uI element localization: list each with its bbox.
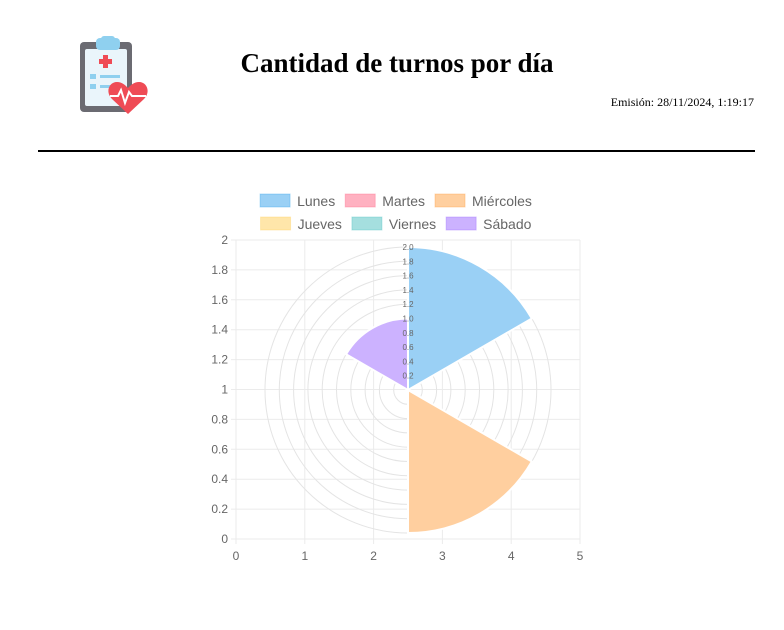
radial-tick-label: 1.6	[402, 272, 414, 281]
y-tick-label: 1.2	[211, 353, 228, 367]
chart-axes: 0 1 2 3 4 5 0 0.2 0.4 0.6 0.8 1 1.2 1.4 1.6 1.8 2	[211, 233, 583, 563]
legend-swatch-jueves	[260, 216, 292, 231]
medical-clipboard-heart-icon	[80, 36, 148, 114]
radial-tick-label: 0.2	[402, 372, 414, 381]
sector-miércoles	[407, 388, 534, 535]
sector-sábado	[344, 317, 409, 392]
y-tick-label: 1.6	[211, 293, 228, 307]
legend-swatch-martes	[344, 193, 376, 208]
legend-label-miércoles: Miércoles	[472, 193, 532, 209]
radial-tick-label: 2.0	[402, 243, 414, 252]
chart-legend: Lunes Martes Miércoles Jueves Viernes Sábado	[259, 193, 532, 232]
x-tick-label: 1	[301, 549, 308, 563]
emission-timestamp: Emisión: 28/11/2024, 1:19:17	[610, 95, 754, 109]
legend-swatch-lunes	[259, 193, 291, 208]
polar-sectors	[344, 245, 534, 535]
legend-swatch-viernes	[351, 216, 383, 231]
legend-label-jueves: Jueves	[298, 216, 342, 232]
x-tick-label: 0	[233, 549, 240, 563]
y-tick-label: 1	[221, 383, 228, 397]
y-tick-label: 0.2	[211, 502, 228, 516]
legend-swatch-sábado	[445, 216, 477, 231]
y-tick-label: 1.4	[211, 323, 228, 337]
y-tick-label: 0.6	[211, 442, 228, 456]
legend-swatch-miércoles	[434, 193, 466, 208]
radial-tick-labels: 0.2 0.4 0.6 0.8 1.0 1.2 1.4 1.6 1.8 2.0	[402, 243, 414, 381]
legend-label-martes: Martes	[382, 193, 425, 209]
y-tick-label: 1.8	[211, 263, 228, 277]
legend-label-lunes: Lunes	[297, 193, 335, 209]
sector-lunes	[407, 245, 534, 392]
radial-tick-label: 0.8	[402, 329, 414, 338]
y-tick-label: 0	[221, 532, 228, 546]
report-title: Cantidad de turnos por día	[240, 48, 554, 78]
radial-tick-label: 1.8	[402, 257, 414, 266]
header-divider	[38, 150, 755, 152]
legend-label-viernes: Viernes	[389, 216, 436, 232]
cartesian-grid	[231, 239, 581, 544]
radial-tick-label: 1.0	[402, 315, 414, 324]
y-tick-label: 0.4	[211, 472, 228, 486]
x-tick-label: 2	[370, 549, 377, 563]
y-tick-label: 2	[221, 233, 228, 247]
legend-label-sábado: Sábado	[483, 216, 531, 232]
x-tick-label: 3	[439, 549, 446, 563]
radial-tick-label: 1.2	[402, 300, 414, 309]
radial-tick-label: 1.4	[402, 286, 414, 295]
radial-tick-label: 0.4	[402, 357, 414, 366]
radial-tick-label: 0.6	[402, 343, 414, 352]
y-tick-label: 0.8	[211, 412, 228, 426]
x-tick-label: 5	[577, 549, 584, 563]
x-tick-label: 4	[508, 549, 515, 563]
